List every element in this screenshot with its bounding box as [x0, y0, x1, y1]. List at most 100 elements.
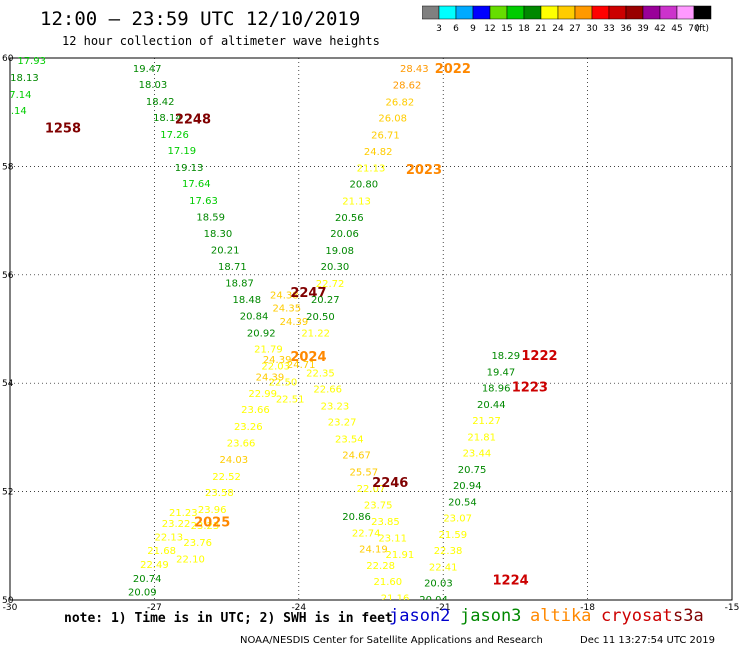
satellite-label-altika: altika	[530, 606, 592, 626]
color-scale-legend: 3 6 9 12 15 18 21 24 27 30 33 36 39 42 45 70(ft)	[422, 5, 712, 34]
wave-height-value: 18.87	[225, 278, 254, 289]
satellite-label-jason3: jason3	[460, 606, 522, 626]
scale-unit: (ft)	[695, 24, 709, 34]
wave-height-value: 22.72	[316, 279, 345, 290]
wave-height-value: 26.08	[378, 114, 407, 125]
wave-height-value: 23.11	[378, 534, 407, 545]
pass-time-label: 2248	[175, 113, 211, 128]
lon-tick-label: -18	[580, 603, 595, 613]
wave-height-value: 22.38	[434, 546, 463, 557]
wave-height-value: 22.99	[248, 389, 277, 400]
wave-height-value: 20.27	[311, 295, 340, 306]
scale-label: 27	[569, 24, 580, 34]
credit-line: NOAA/NESDIS Center for Satellite Applica…	[240, 635, 543, 646]
wave-height-value: 22.07	[357, 484, 386, 495]
wave-height-value: 21.13	[357, 163, 386, 174]
wave-height-value: 24.35	[272, 303, 301, 314]
wave-height-value: 26.82	[386, 97, 415, 108]
lat-tick-label: 58	[2, 162, 14, 172]
lon-tick-label: -27	[147, 603, 162, 613]
wave-height-value: 18.13	[10, 73, 39, 84]
wave-height-value: 20.04	[419, 595, 448, 606]
lon-tick-label: -21	[436, 603, 451, 613]
timestamp: Dec 11 13:27:54 UTC 2019	[580, 635, 715, 646]
scale-label: 30	[586, 24, 598, 34]
pass-time-label: 2025	[194, 515, 230, 530]
scale-label: 18	[518, 24, 530, 34]
wave-height-value: 21.60	[374, 577, 403, 588]
wave-height-value: 21.91	[386, 550, 415, 561]
wave-height-value: 20.44	[477, 400, 506, 411]
wave-height-value: 17.93	[17, 56, 46, 67]
scale-swatch	[693, 5, 712, 20]
pass-time-label: 1222	[521, 349, 557, 364]
wave-height-value: 22.13	[155, 533, 184, 544]
wave-height-value: 18.30	[204, 229, 233, 240]
wave-height-value: 23.23	[191, 521, 220, 532]
wave-height-value: 23.27	[328, 418, 357, 429]
pass-time-label: 2022	[435, 62, 471, 77]
wave-height-value: 18.42	[146, 97, 175, 108]
wave-height-value: 18.96	[482, 384, 511, 395]
wave-height-value: 19.08	[325, 246, 354, 257]
wave-height-value: 20.09	[128, 587, 157, 598]
wave-height-value: 20.56	[335, 213, 364, 224]
wave-height-value: 20.94	[453, 481, 482, 492]
wave-height-value: 21.16	[381, 593, 410, 604]
wave-height-value: 23.54	[335, 434, 364, 445]
wave-height-value: 23.26	[234, 422, 263, 433]
wave-height-value: 18.14	[153, 113, 182, 124]
wave-height-value: 18.48	[232, 295, 261, 306]
lat-tick-label: 56	[2, 271, 14, 281]
wave-height-value: 21.27	[472, 416, 501, 427]
wave-height-value: 19.47	[133, 64, 162, 75]
wave-height-value: 23.76	[183, 538, 212, 549]
pass-time-label: 2246	[372, 476, 408, 491]
wave-height-value: 22.66	[313, 385, 342, 396]
pass-time-label: 1258	[45, 121, 81, 136]
wave-height-value: 20.75	[458, 465, 487, 476]
wave-height-value: 20.03	[424, 579, 453, 590]
wave-height-value: 22.41	[429, 562, 458, 573]
wave-height-value: 22.51	[276, 394, 305, 405]
wave-height-value: 22.10	[176, 554, 205, 565]
wave-height-value: 18.59	[196, 212, 225, 223]
wave-height-value: 17.14	[3, 90, 32, 101]
wave-height-value: 17.64	[182, 179, 211, 190]
wave-height-value: 24.38	[270, 290, 299, 301]
wave-height-value: 22.50	[269, 378, 298, 389]
wave-height-value: 23.07	[443, 514, 472, 525]
wave-height-value: 21.59	[439, 530, 468, 541]
scale-label: 36	[620, 24, 632, 34]
wave-height-value: 22.52	[212, 472, 241, 483]
wave-height-value: 20.92	[247, 328, 276, 339]
wave-height-value: 24.71	[287, 360, 316, 371]
wave-height-value: 19.47	[487, 367, 516, 378]
wave-height-value: 22.03	[261, 361, 290, 372]
scale-label: 9	[470, 24, 476, 34]
wave-height-value: 17.14	[0, 106, 27, 117]
wave-height-value: 17.63	[189, 196, 218, 207]
scale-label: 45	[671, 24, 682, 34]
wave-height-value: 23.58	[205, 488, 234, 499]
wave-height-value: 22.28	[366, 561, 395, 572]
wave-height-value: 20.21	[211, 245, 240, 256]
wave-height-value: 20.50	[306, 312, 335, 323]
lat-tick-label: 50	[2, 596, 14, 606]
scale-label: 42	[654, 24, 665, 34]
scale-label: 24	[552, 24, 564, 34]
lon-tick-label: -15	[725, 603, 740, 613]
wave-height-value: 24.19	[359, 545, 388, 556]
wave-height-value: 19.13	[175, 163, 204, 174]
wave-height-value: 24.03	[219, 455, 248, 466]
scale-label: 33	[603, 24, 614, 34]
wave-height-value: 20.86	[342, 512, 371, 523]
scale-label: 21	[535, 24, 546, 34]
scale-label: 3	[436, 24, 442, 34]
wave-height-value: 23.44	[463, 449, 492, 460]
page-title: 12:00 — 23:59 UTC 12/10/2019	[40, 8, 361, 30]
pass-time-label: 1224	[492, 573, 528, 588]
scale-label: 6	[453, 24, 459, 34]
wave-height-value: 23.66	[241, 405, 270, 416]
lon-tick-label: -30	[3, 603, 18, 613]
